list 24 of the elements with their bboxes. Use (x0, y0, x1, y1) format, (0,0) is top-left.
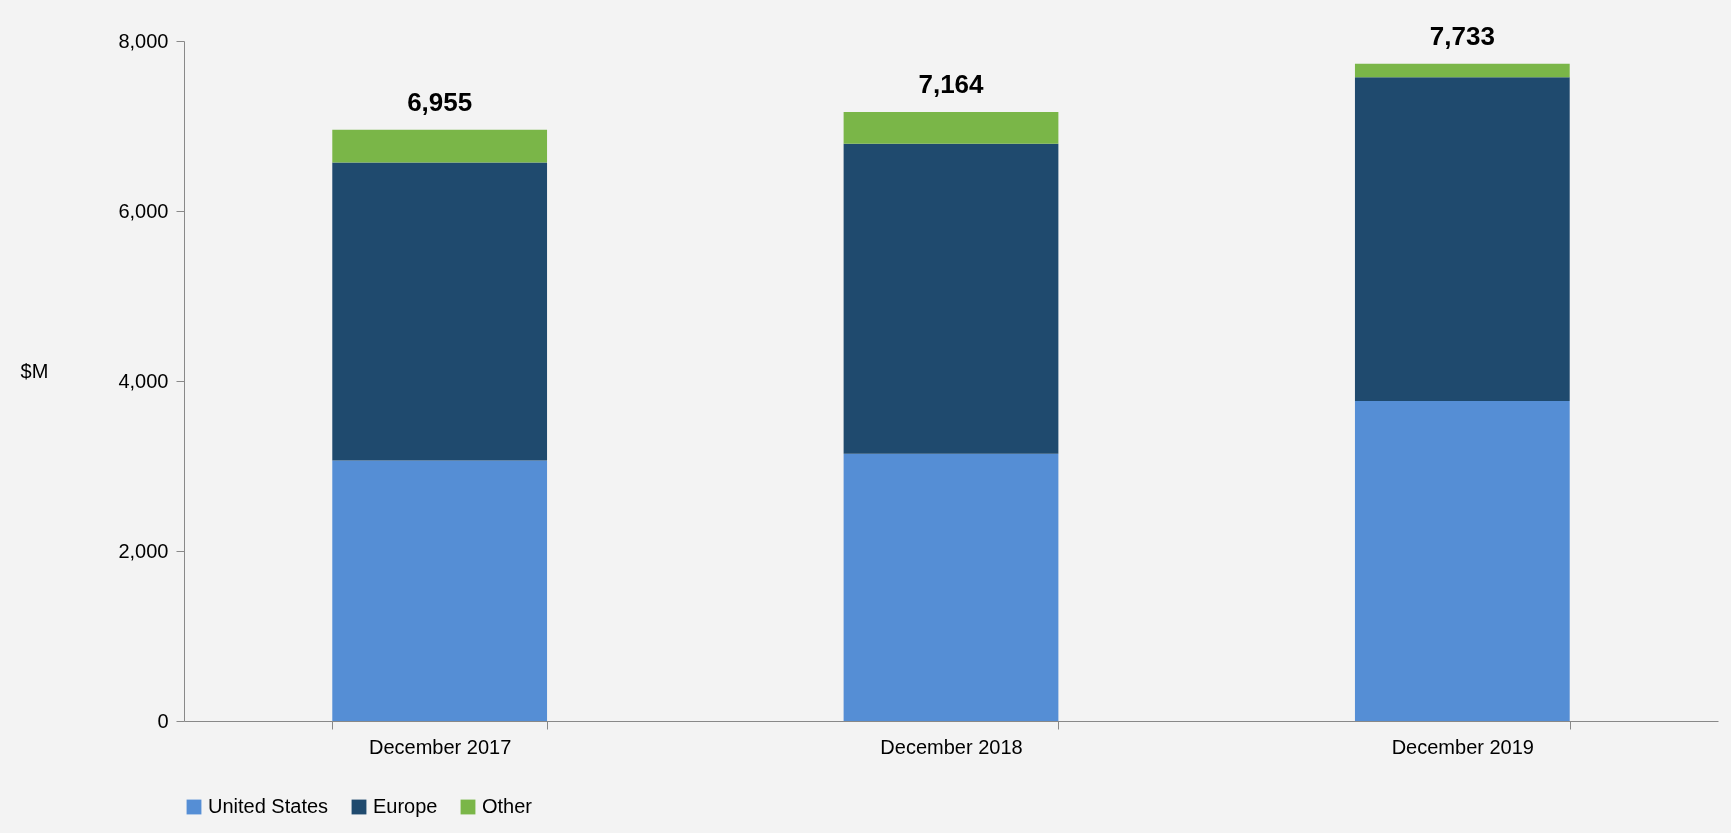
y-tick-label: 0 (157, 709, 169, 732)
y-tick-label: 4,000 (118, 369, 169, 392)
bar (1354, 77, 1570, 401)
total-label: 7,733 (1429, 20, 1495, 51)
y-tick-label: 6,000 (118, 199, 169, 222)
bar (1354, 400, 1570, 721)
bar (1354, 63, 1570, 78)
x-tick-label: December 2019 (1391, 735, 1534, 758)
bar (843, 453, 1059, 721)
bar (843, 143, 1059, 454)
legend-label: United States (208, 795, 329, 817)
bar (332, 460, 548, 721)
total-label: 6,955 (407, 86, 473, 117)
y-axis-title: $M (20, 359, 49, 382)
x-tick-label: December 2018 (880, 735, 1023, 758)
y-tick-label: 8,000 (118, 29, 169, 52)
y-tick-label: 2,000 (118, 539, 169, 562)
legend-label: Europe (373, 795, 438, 817)
bar (332, 129, 548, 163)
legend-label: Other (482, 795, 533, 817)
total-label: 7,164 (918, 69, 985, 100)
bar (332, 162, 548, 461)
x-tick-label: December 2017 (369, 735, 512, 758)
bar (843, 112, 1059, 144)
